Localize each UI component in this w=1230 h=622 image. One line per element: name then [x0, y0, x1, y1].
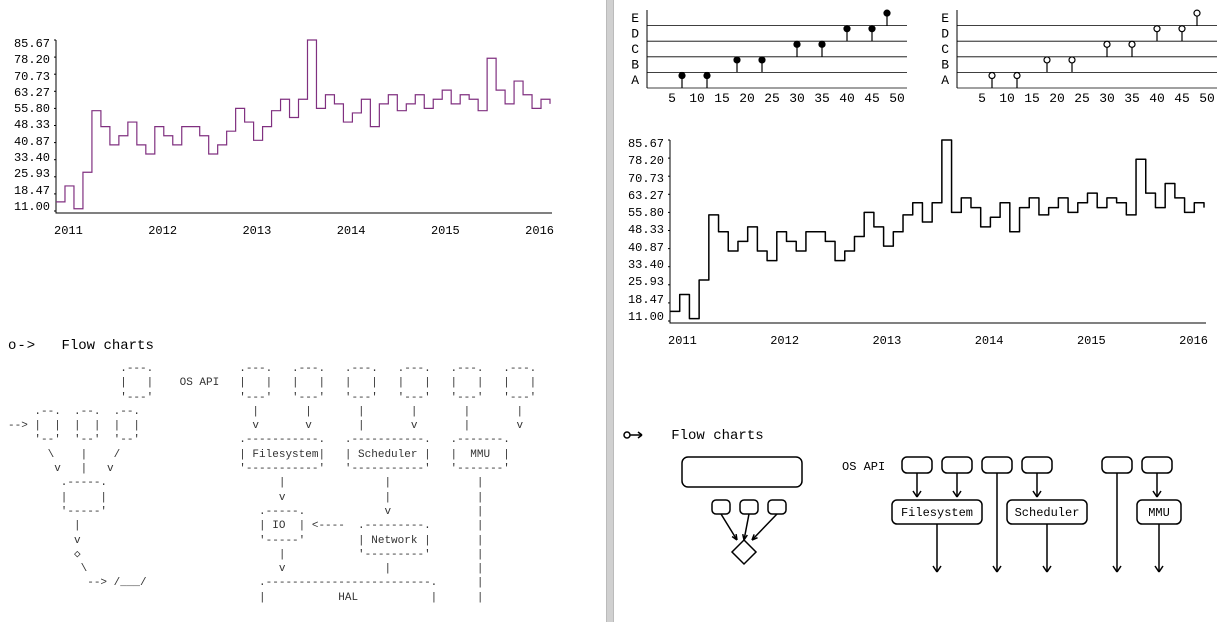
y-tick-label: 33.40 — [8, 152, 50, 164]
y-tick-label: 78.20 — [622, 155, 664, 167]
svg-text:40: 40 — [1149, 91, 1165, 106]
x-tick-label: 2012 — [148, 224, 177, 238]
y-tick-label: 55.80 — [622, 207, 664, 219]
x-tick-label: 2013 — [872, 334, 901, 348]
svg-text:45: 45 — [1174, 91, 1190, 106]
x-tick-label: 2014 — [975, 334, 1004, 348]
svg-text:Filesystem: Filesystem — [901, 506, 973, 520]
svg-text:40: 40 — [839, 91, 855, 106]
x-tick-label: 2015 — [431, 224, 460, 238]
ascii-flow-container: .---. | | OS API '---' .--. .--. .--. --… — [8, 362, 598, 605]
y-tick-label: 25.93 — [622, 276, 664, 288]
left-line-chart: 85.67 78.20 70.73 63.27 55.80 48.33 40.87 33.40… — [8, 38, 598, 238]
flow-svg-container: OS API Filesystem Scheduler MMU — [622, 452, 1222, 592]
svg-text:A: A — [631, 73, 639, 88]
y-tick-label: 40.87 — [622, 242, 664, 254]
y-tick-label: 63.27 — [8, 87, 50, 99]
right-pane: EDCBA5101520253035404550 EDCBA5101520253… — [614, 0, 1230, 622]
x-tick-label: 2015 — [1077, 334, 1106, 348]
svg-text:C: C — [631, 42, 639, 57]
svg-text:30: 30 — [789, 91, 805, 106]
svg-text:50: 50 — [1199, 91, 1215, 106]
svg-text:25: 25 — [764, 91, 780, 106]
svg-text:20: 20 — [739, 91, 755, 106]
x-tick-label: 2016 — [525, 224, 554, 238]
svg-text:20: 20 — [1049, 91, 1065, 106]
svg-text:Scheduler: Scheduler — [1015, 506, 1080, 520]
y-tick-label: 70.73 — [8, 71, 50, 83]
y-tick-label: 18.47 — [8, 185, 50, 197]
x-tick-label: 2011 — [668, 334, 697, 348]
svg-text:MMU: MMU — [1148, 506, 1170, 520]
svg-text:10: 10 — [689, 91, 705, 106]
pane-divider[interactable] — [606, 0, 614, 622]
svg-text:E: E — [631, 11, 639, 26]
svg-text:5: 5 — [668, 91, 676, 106]
svg-text:50: 50 — [889, 91, 905, 106]
split-layout: 85.67 78.20 70.73 63.27 55.80 48.33 40.87 33.40… — [0, 0, 1230, 622]
y-tick-label: 48.33 — [622, 224, 664, 236]
svg-text:15: 15 — [1024, 91, 1040, 106]
section-title-right: Flow charts — [622, 428, 1222, 444]
svg-text:30: 30 — [1099, 91, 1115, 106]
right-chart-svg — [668, 138, 1208, 328]
svg-text:25: 25 — [1074, 91, 1090, 106]
ascii-flow-left: .---. | | OS API '---' .--. .--. .--. --… — [8, 362, 219, 605]
x-tick-label: 2013 — [242, 224, 271, 238]
right-line-chart: 85.67 78.20 70.73 63.27 55.80 48.33 40.87 33.40… — [622, 138, 1222, 348]
y-tick-label: 33.40 — [622, 259, 664, 271]
svg-text:15: 15 — [714, 91, 730, 106]
section-title-left: o-> Flow charts — [8, 338, 598, 354]
lollipop-chart-open: EDCBA 5 10 15 20 25 30 35 40 45 50 — [932, 8, 1222, 108]
svg-text:E: E — [941, 11, 949, 26]
y-tick-label: 70.73 — [622, 173, 664, 185]
x-tick-label: 2012 — [770, 334, 799, 348]
y-tick-label: 25.93 — [8, 168, 50, 180]
y-tick-label: 78.20 — [8, 54, 50, 66]
svg-text:35: 35 — [1124, 91, 1140, 106]
y-tick-label: 11.00 — [622, 311, 664, 323]
y-tick-label: 85.67 — [622, 138, 664, 150]
flow-diagram-right: OS API Filesystem Scheduler MMU — [842, 452, 1222, 592]
y-tick-label: 55.80 — [8, 103, 50, 115]
lollipop-row: EDCBA5101520253035404550 EDCBA5101520253… — [622, 8, 1222, 108]
section-title-text: Flow charts — [671, 428, 763, 444]
arrow-icon — [622, 428, 654, 444]
svg-text:B: B — [631, 58, 639, 73]
x-tick-label: 2011 — [54, 224, 83, 238]
y-tick-label: 18.47 — [622, 294, 664, 306]
y-tick-label: 11.00 — [8, 201, 50, 213]
y-tick-label: 85.67 — [8, 38, 50, 50]
lollipop-chart-filled: EDCBA 5 10 15 20 25 30 35 40 45 50 — [622, 8, 912, 108]
y-tick-label: 63.27 — [622, 190, 664, 202]
svg-text:C: C — [941, 42, 949, 57]
arrow-icon: o-> — [8, 338, 36, 354]
section-title-text: Flow charts — [61, 338, 153, 354]
svg-text:35: 35 — [814, 91, 830, 106]
y-tick-label: 48.33 — [8, 119, 50, 131]
svg-text:45: 45 — [864, 91, 880, 106]
svg-text:10: 10 — [999, 91, 1015, 106]
svg-text:OS API: OS API — [842, 460, 885, 474]
svg-text:A: A — [941, 73, 949, 88]
svg-text:5: 5 — [978, 91, 986, 106]
svg-text:D: D — [631, 26, 639, 41]
x-tick-label: 2016 — [1179, 334, 1208, 348]
x-tick-label: 2014 — [337, 224, 366, 238]
svg-text:B: B — [941, 58, 949, 73]
y-tick-label: 40.87 — [8, 136, 50, 148]
left-chart-svg — [54, 38, 554, 218]
left-pane: 85.67 78.20 70.73 63.27 55.80 48.33 40.87 33.40… — [0, 0, 606, 622]
ascii-flow-right: .---. .---. .---. .---. .---. .---. | | … — [239, 362, 536, 605]
svg-text:D: D — [941, 26, 949, 41]
flow-diagram-left — [622, 452, 822, 592]
